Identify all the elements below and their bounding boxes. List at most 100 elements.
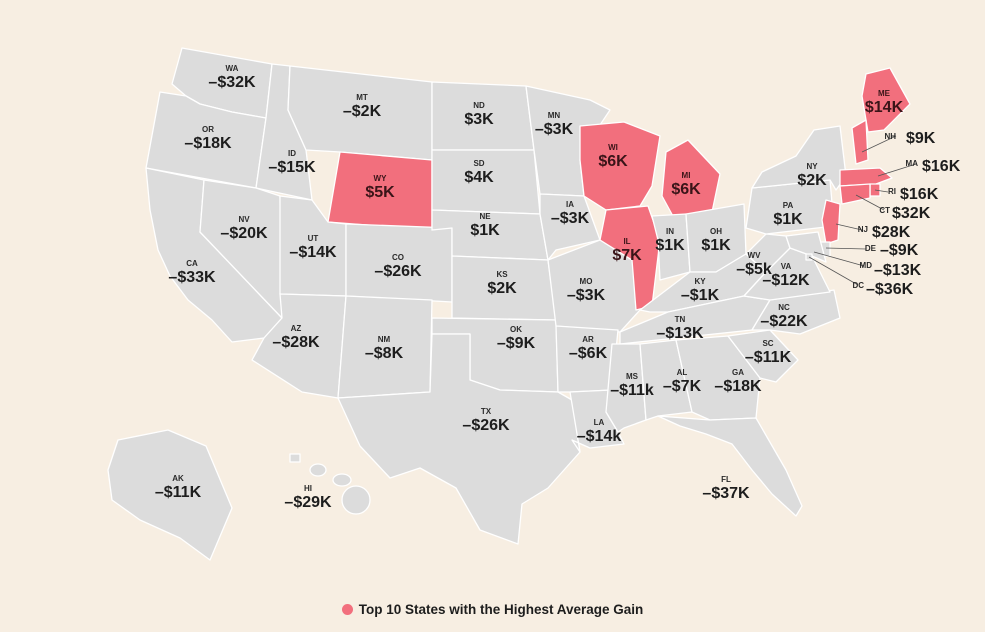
state-abbr-nv: NV: [238, 215, 250, 224]
state-abbr-or: OR: [202, 125, 214, 134]
state-value-ri: $16K: [900, 186, 939, 203]
state-abbr-nc: NC: [778, 303, 790, 312]
state-value-co: –$26K: [374, 263, 422, 280]
state-abbr-ky: KY: [694, 277, 706, 286]
state-abbr-la: LA: [594, 418, 605, 427]
state-abbr-ga: GA: [732, 368, 744, 377]
state-value-ny: $2K: [797, 172, 827, 189]
state-value-ks: $2K: [487, 280, 517, 297]
state-mi: [661, 139, 721, 219]
state-abbr-nm: NM: [378, 335, 391, 344]
state-hi: [289, 453, 301, 463]
state-abbr-tn: TN: [675, 315, 686, 324]
state-abbr-mn: MN: [548, 111, 561, 120]
state-abbr-va: VA: [781, 262, 792, 271]
state-abbr-ar: AR: [582, 335, 594, 344]
leader-line-ri: [874, 189, 889, 193]
state-abbr-sc: SC: [762, 339, 773, 348]
state-value-ma: $16K: [922, 158, 961, 175]
state-value-de: –$9K: [880, 242, 919, 259]
leader-line-md: [813, 251, 865, 267]
state-wi: [579, 121, 661, 211]
state-value-wi: $6K: [598, 153, 628, 170]
state-nh: [851, 119, 869, 165]
state-abbr-mi: MI: [682, 171, 691, 180]
state-abbr-al: AL: [677, 368, 688, 377]
leader-line-nj: [835, 223, 863, 231]
state-abbr-ma: MA: [906, 159, 919, 168]
state-value-id: –$15K: [268, 159, 316, 176]
legend-dot-icon: [341, 604, 353, 615]
state-value-nj: $28K: [872, 224, 911, 241]
legend-label: Top 10 States with the Highest Average G…: [358, 602, 644, 617]
state-abbr-ms: MS: [626, 372, 639, 381]
state-value-nd: $3K: [464, 111, 494, 128]
state-value-nc: –$22K: [760, 313, 808, 330]
leader-line-ct: [855, 194, 885, 211]
state-abbr-pa: PA: [783, 201, 794, 210]
state-abbr-in: IN: [666, 227, 674, 236]
state-value-wa: –$32K: [208, 74, 256, 91]
state-abbr-ct: CT: [879, 206, 890, 215]
state-ak: [107, 429, 233, 561]
state-abbr-mt: MT: [356, 93, 368, 102]
state-shapes: [107, 47, 911, 561]
legend: Top 10 States with the Highest Average G…: [0, 602, 985, 617]
state-value-fl: –$37K: [702, 485, 750, 502]
state-value-ar: –$6K: [569, 345, 608, 362]
state-abbr-co: CO: [392, 253, 404, 262]
state-abbr-nh: NH: [884, 132, 896, 141]
state-value-in: $1K: [655, 237, 685, 254]
state-abbr-az: AZ: [291, 324, 302, 333]
state-value-ms: –$11k: [610, 382, 654, 399]
state-fl: [657, 415, 803, 517]
state-value-mo: –$3K: [567, 287, 606, 304]
state-value-dc: –$36K: [866, 281, 914, 298]
leader-line-dc: [808, 256, 859, 286]
state-abbr-ny: NY: [806, 162, 818, 171]
state-sc: [727, 329, 799, 383]
state-value-nm: –$8K: [365, 345, 404, 362]
state-value-ak: –$11K: [155, 484, 202, 501]
state-value-la: –$14k: [577, 428, 622, 445]
state-abbr-sd: SD: [473, 159, 484, 168]
state-value-wy: $5K: [365, 184, 395, 201]
state-hi-island: [309, 463, 327, 477]
state-value-ok: –$9K: [497, 335, 536, 352]
state-abbr-wa: WA: [226, 64, 239, 73]
state-value-md: –$13K: [874, 262, 922, 279]
state-value-pa: $1K: [773, 211, 803, 228]
state-value-az: –$28K: [272, 334, 320, 351]
leader-line-nh: [861, 135, 897, 153]
state-abbr-fl: FL: [721, 475, 731, 484]
state-value-wv: –$5k: [736, 261, 772, 278]
state-value-nv: –$20K: [220, 225, 268, 242]
state-value-ia: –$3K: [551, 210, 590, 227]
state-value-ne: $1K: [470, 222, 500, 239]
state-abbr-md: MD: [860, 261, 873, 270]
state-value-va: –$12K: [762, 272, 810, 289]
state-md: [785, 231, 827, 263]
state-labels: WA–$32KOR–$18KCA–$33KID–$15KNV–$20KMT–$2…: [155, 64, 961, 511]
leader-lines: [808, 135, 917, 286]
state-value-ca: –$33K: [168, 269, 216, 286]
state-abbr-mo: MO: [580, 277, 593, 286]
state-value-sd: $4K: [464, 169, 494, 186]
state-value-or: –$18K: [184, 135, 232, 152]
state-value-hi: –$29K: [284, 494, 332, 511]
state-abbr-ri: RI: [888, 187, 896, 196]
state-value-mn: –$3K: [535, 121, 574, 138]
state-value-mi: $6K: [671, 181, 701, 198]
state-abbr-oh: OH: [710, 227, 722, 236]
state-abbr-nd: ND: [473, 101, 485, 110]
state-in: [651, 213, 691, 281]
state-value-nh: $9K: [906, 130, 936, 147]
state-abbr-ne: NE: [479, 212, 491, 221]
state-value-me: $14K: [865, 99, 904, 116]
state-value-sc: –$11K: [745, 349, 792, 366]
state-abbr-id: ID: [288, 149, 296, 158]
state-nj: [821, 199, 841, 245]
state-ct: [839, 183, 871, 205]
